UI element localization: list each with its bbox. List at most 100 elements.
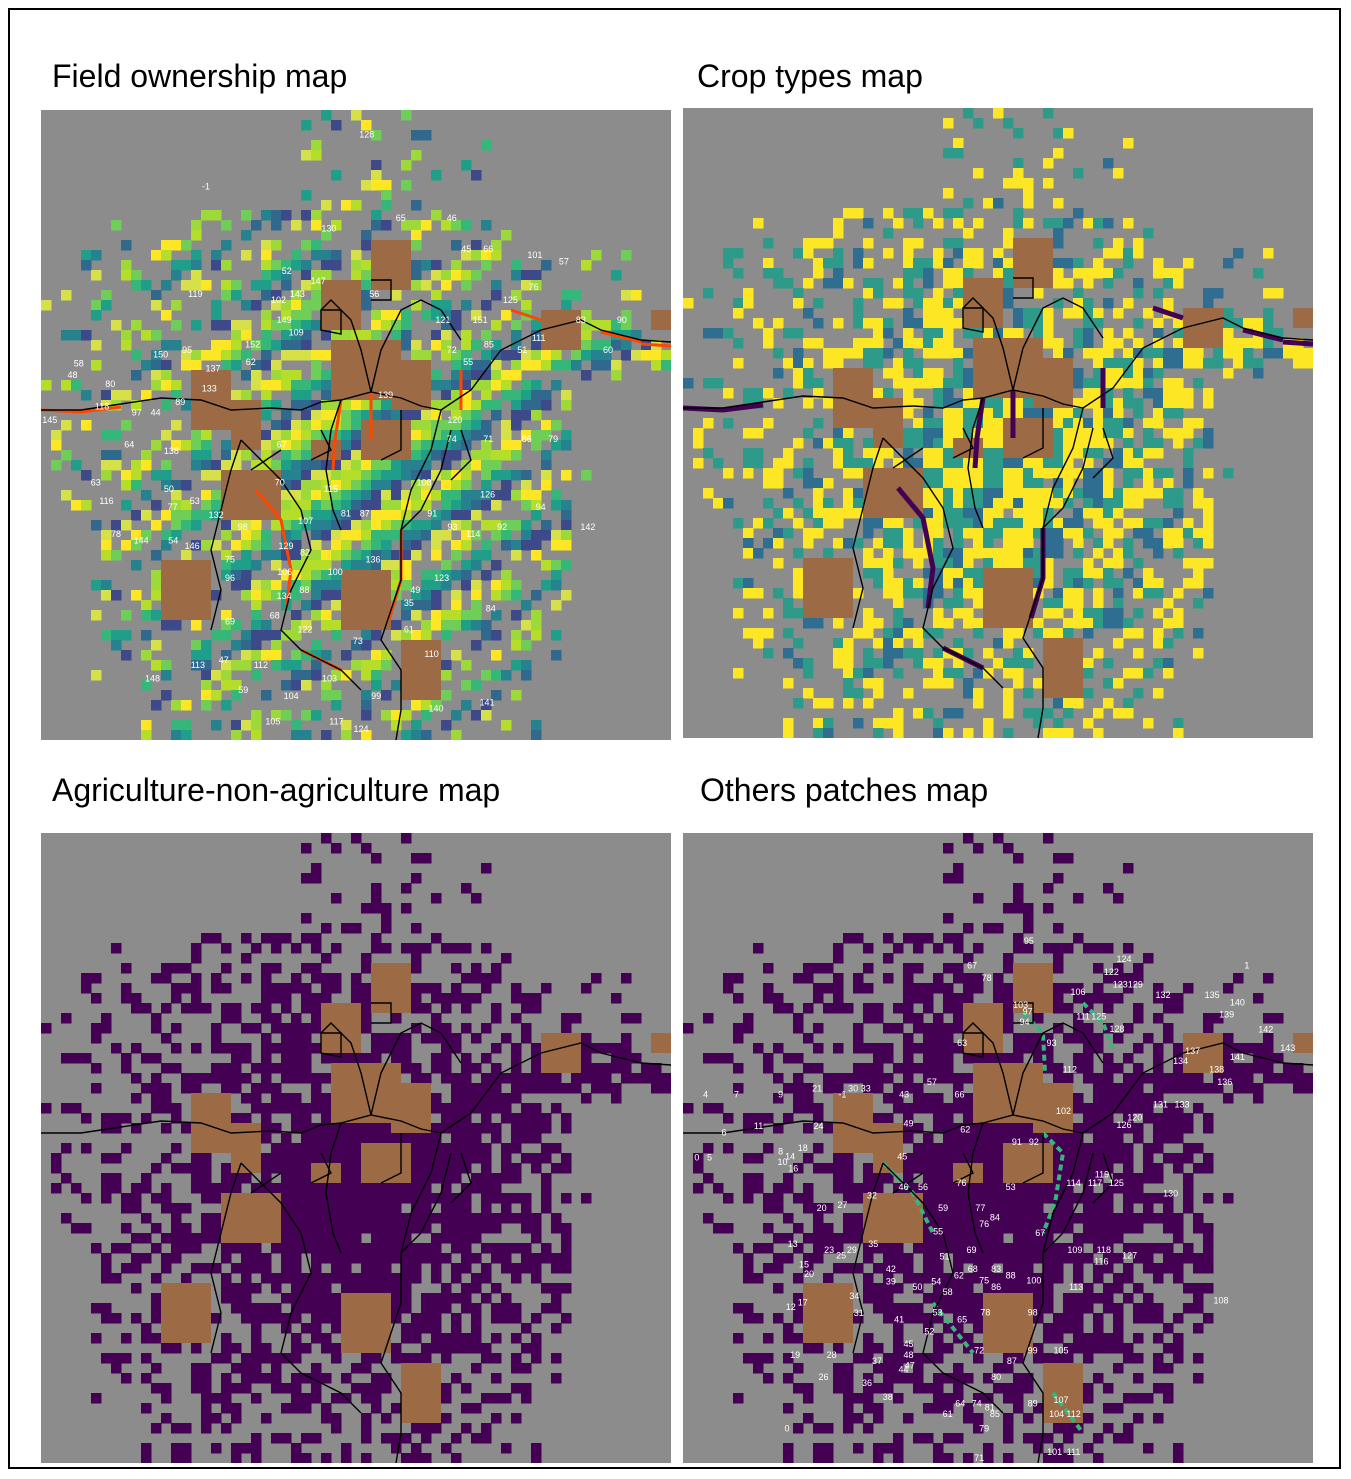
road-15 xyxy=(310,1152,332,1184)
field-cell-31 xyxy=(411,200,422,211)
field-cell-142 xyxy=(1163,993,1174,1004)
field-cell-1045 xyxy=(1113,608,1124,619)
field-cell-4 xyxy=(973,118,984,129)
field-cell-923 xyxy=(863,1283,874,1294)
field-cell-984 xyxy=(1103,578,1114,589)
field-cell-61 xyxy=(321,230,332,241)
field-cell-158 xyxy=(361,1003,372,1014)
field-cell-1091 xyxy=(1133,628,1144,639)
field-cell-45 xyxy=(251,220,262,231)
field-cell-1240 xyxy=(1063,728,1074,738)
field-cell-78 xyxy=(1133,238,1144,249)
field-cell-44 xyxy=(863,218,874,229)
field-cell-972 xyxy=(261,1303,272,1314)
field-cell-54 xyxy=(1063,943,1074,954)
field-cell-522 xyxy=(51,430,62,441)
field-cell-552 xyxy=(151,1163,162,1174)
field-cell-476 xyxy=(943,1133,954,1144)
field-cell-1192 xyxy=(843,698,854,709)
field-cell-475 xyxy=(923,408,934,419)
field-cell-126 xyxy=(191,270,202,281)
field-cell-918 xyxy=(471,1273,482,1284)
field-cell-979 xyxy=(1033,1303,1044,1314)
field-cell-985 xyxy=(471,580,482,591)
field-cell-723 xyxy=(1103,488,1114,499)
field-cell-210 xyxy=(933,1033,944,1044)
field-cell-209 xyxy=(923,308,934,319)
field-cell-1065 xyxy=(1103,618,1114,629)
patch-label-49: 79 xyxy=(548,434,558,444)
field-cell-596 xyxy=(451,1173,462,1184)
field-cell-828 xyxy=(1203,518,1214,529)
field-cell-1021 xyxy=(331,600,342,611)
field-cell-961 xyxy=(451,570,462,581)
field-cell-673 xyxy=(581,470,592,481)
field-cell-417 xyxy=(1123,378,1134,389)
field-cell-334 xyxy=(1143,1073,1154,1084)
field-cell-369 xyxy=(1183,358,1194,369)
field-cell-329 xyxy=(441,1073,452,1084)
field-cell-569 xyxy=(1093,1163,1104,1174)
settlement-block-9 xyxy=(1043,638,1083,698)
field-cell-1094 xyxy=(1193,628,1204,639)
field-cell-47 xyxy=(933,218,944,229)
field-cell-339 xyxy=(551,350,562,361)
field-cell-69 xyxy=(863,238,874,249)
field-cell-614 xyxy=(873,1183,884,1194)
field-cell-1023 xyxy=(411,1323,422,1334)
field-cell-341 xyxy=(581,1073,592,1084)
field-cell-519 xyxy=(511,1143,522,1154)
field-cell-431 xyxy=(903,388,914,399)
field-cell-52 xyxy=(401,220,412,231)
patch-label-63: 81 xyxy=(341,508,351,518)
field-cell-542 xyxy=(1093,1153,1104,1164)
field-cell-130 xyxy=(943,268,954,279)
field-cell-847 xyxy=(381,530,392,541)
field-cell-345 xyxy=(631,350,642,361)
field-cell-47 xyxy=(291,220,302,231)
field-cell-1083 xyxy=(361,630,372,641)
field-cell-151 xyxy=(221,1003,232,1014)
field-cell-57 xyxy=(461,220,472,231)
field-cell-614 xyxy=(873,458,884,469)
field-cell-1172 xyxy=(321,680,332,691)
field-cell-550 xyxy=(561,430,572,441)
field-cell-1006 xyxy=(411,1313,422,1324)
field-cell-313 xyxy=(793,1073,804,1084)
field-cell-708 xyxy=(311,490,322,501)
field-cell-357 xyxy=(251,360,262,371)
field-cell-206 xyxy=(161,310,172,321)
field-cell-647 xyxy=(281,1193,292,1204)
field-cell-1032 xyxy=(141,610,152,621)
field-cell-45 xyxy=(893,218,904,229)
field-cell-262 xyxy=(923,1053,934,1064)
field-cell-1129 xyxy=(161,1383,172,1394)
field-cell-831 xyxy=(783,1253,794,1264)
field-cell-43 xyxy=(833,943,844,954)
field-cell-145 xyxy=(131,1003,142,1014)
field-cell-769 xyxy=(823,508,834,519)
field-cell-975 xyxy=(943,1303,954,1314)
field-cell-44 xyxy=(221,220,232,231)
field-cell-459 xyxy=(1003,1123,1014,1134)
field-cell-991 xyxy=(101,1313,112,1324)
field-cell-205 xyxy=(733,1033,744,1044)
field-cell-573 xyxy=(1153,438,1164,449)
field-cell-1033 xyxy=(151,1333,162,1344)
field-cell-841 xyxy=(321,530,332,541)
field-cell-437 xyxy=(1103,1113,1114,1124)
field-cell-659 xyxy=(1043,1193,1054,1204)
field-cell-155 xyxy=(281,1003,292,1014)
field-cell-686 xyxy=(993,1203,1004,1214)
field-cell-100 xyxy=(813,983,824,994)
field-cell-988 xyxy=(511,580,522,591)
field-cell-573 xyxy=(1153,1163,1164,1174)
field-cell-220 xyxy=(471,310,482,321)
field-cell-397 xyxy=(1253,368,1264,379)
field-cell-940 xyxy=(1103,1283,1114,1294)
field-cell-1084 xyxy=(1013,628,1024,639)
field-cell-783 xyxy=(1033,1233,1044,1244)
field-cell-935 xyxy=(371,1283,382,1294)
field-cell-770 xyxy=(833,508,844,519)
field-cell-667 xyxy=(491,470,502,481)
